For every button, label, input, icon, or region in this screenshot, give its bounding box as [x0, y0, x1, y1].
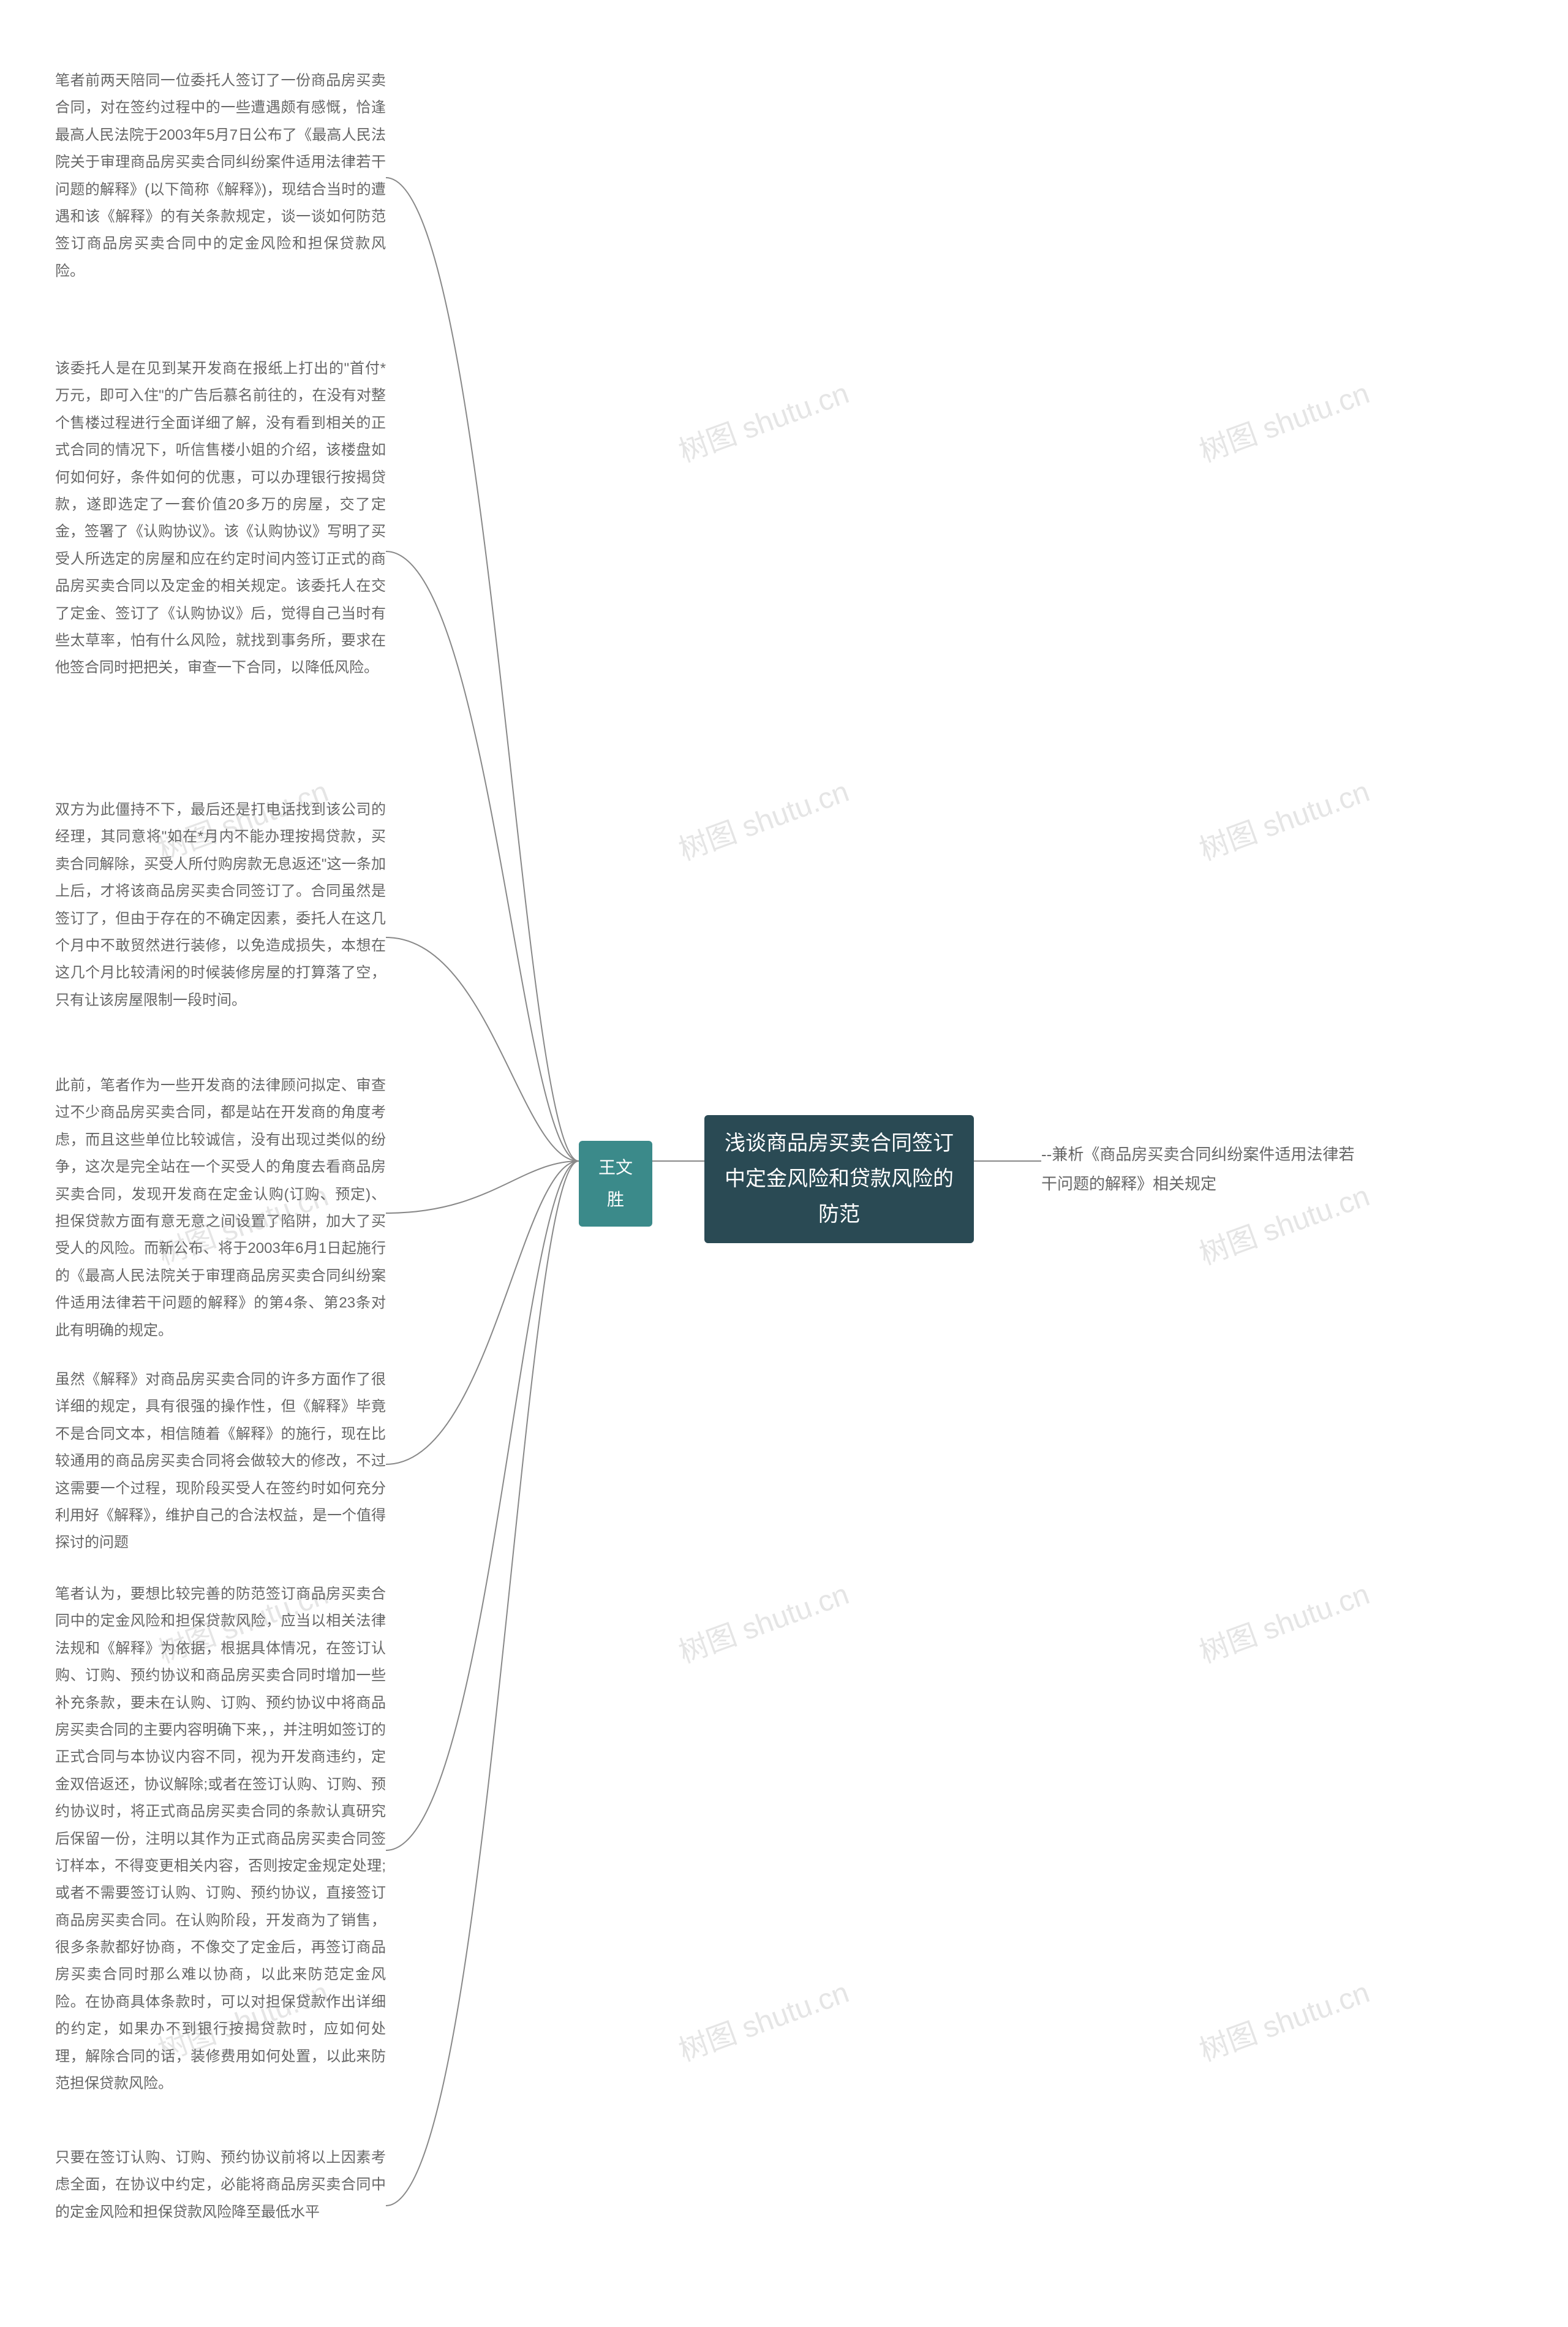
leaf-text: 只要在签订认购、订购、预约协议前将以上因素考虑全面，在协议中约定，必能将商品房买…	[55, 2149, 386, 2220]
leaf-node: 虽然《解释》对商品房买卖合同的许多方面作了很详细的规定，具有很强的操作性，但《解…	[55, 1366, 386, 1557]
author-label: 王文胜	[598, 1158, 633, 1209]
leaf-text: 笔者前两天陪同一位委托人签订了一份商品房买卖合同，对在签约过程中的一些遭遇颇有感…	[55, 72, 386, 279]
leaf-node: 此前，笔者作为一些开发商的法律顾问拟定、审查过不少商品房买卖合同，都是站在开发商…	[55, 1072, 386, 1344]
leaf-text: 双方为此僵持不下，最后还是打电话找到该公司的经理，其同意将"如在*月内不能办理按…	[55, 801, 386, 1008]
watermark: 树图 shutu.cn	[1193, 369, 1374, 470]
leaf-node: 只要在签订认购、订购、预约协议前将以上因素考虑全面，在协议中约定，必能将商品房买…	[55, 2144, 386, 2226]
leaf-text: 虽然《解释》对商品房买卖合同的许多方面作了很详细的规定，具有很强的操作性，但《解…	[55, 1371, 386, 1551]
watermark: 树图 shutu.cn	[1193, 1570, 1374, 1671]
right-subtitle-text: --兼析《商品房买卖合同纠纷案件适用法律若干问题的解释》相关规定	[1041, 1145, 1354, 1193]
watermark: 树图 shutu.cn	[672, 767, 854, 868]
leaf-text: 笔者认为，要想比较完善的防范签订商品房买卖合同中的定金风险和担保贷款风险，应当以…	[55, 1586, 386, 2092]
watermark: 树图 shutu.cn	[672, 369, 854, 470]
leaf-node: 该委托人是在见到某开发商在报纸上打出的"首付*万元，即可入住"的广告后慕名前往的…	[55, 355, 386, 682]
watermark: 树图 shutu.cn	[1193, 1968, 1374, 2069]
center-node: 浅谈商品房买卖合同签订中定金风险和贷款风险的防范	[704, 1115, 974, 1243]
watermark: 树图 shutu.cn	[672, 1570, 854, 1671]
center-title: 浅谈商品房买卖合同签订中定金风险和贷款风险的防范	[725, 1132, 954, 1226]
watermark: 树图 shutu.cn	[672, 1968, 854, 2069]
leaf-text: 该委托人是在见到某开发商在报纸上打出的"首付*万元，即可入住"的广告后慕名前往的…	[55, 360, 386, 676]
leaf-text: 此前，笔者作为一些开发商的法律顾问拟定、审查过不少商品房买卖合同，都是站在开发商…	[55, 1077, 386, 1339]
author-node: 王文胜	[579, 1141, 652, 1227]
leaf-node: 笔者认为，要想比较完善的防范签订商品房买卖合同中的定金风险和担保贷款风险，应当以…	[55, 1581, 386, 2097]
right-subtitle-node: --兼析《商品房买卖合同纠纷案件适用法律若干问题的解释》相关规定	[1041, 1140, 1360, 1198]
watermark: 树图 shutu.cn	[1193, 767, 1374, 868]
leaf-node: 笔者前两天陪同一位委托人签订了一份商品房买卖合同，对在签约过程中的一些遭遇颇有感…	[55, 67, 386, 285]
leaf-node: 双方为此僵持不下，最后还是打电话找到该公司的经理，其同意将"如在*月内不能办理按…	[55, 796, 386, 1014]
